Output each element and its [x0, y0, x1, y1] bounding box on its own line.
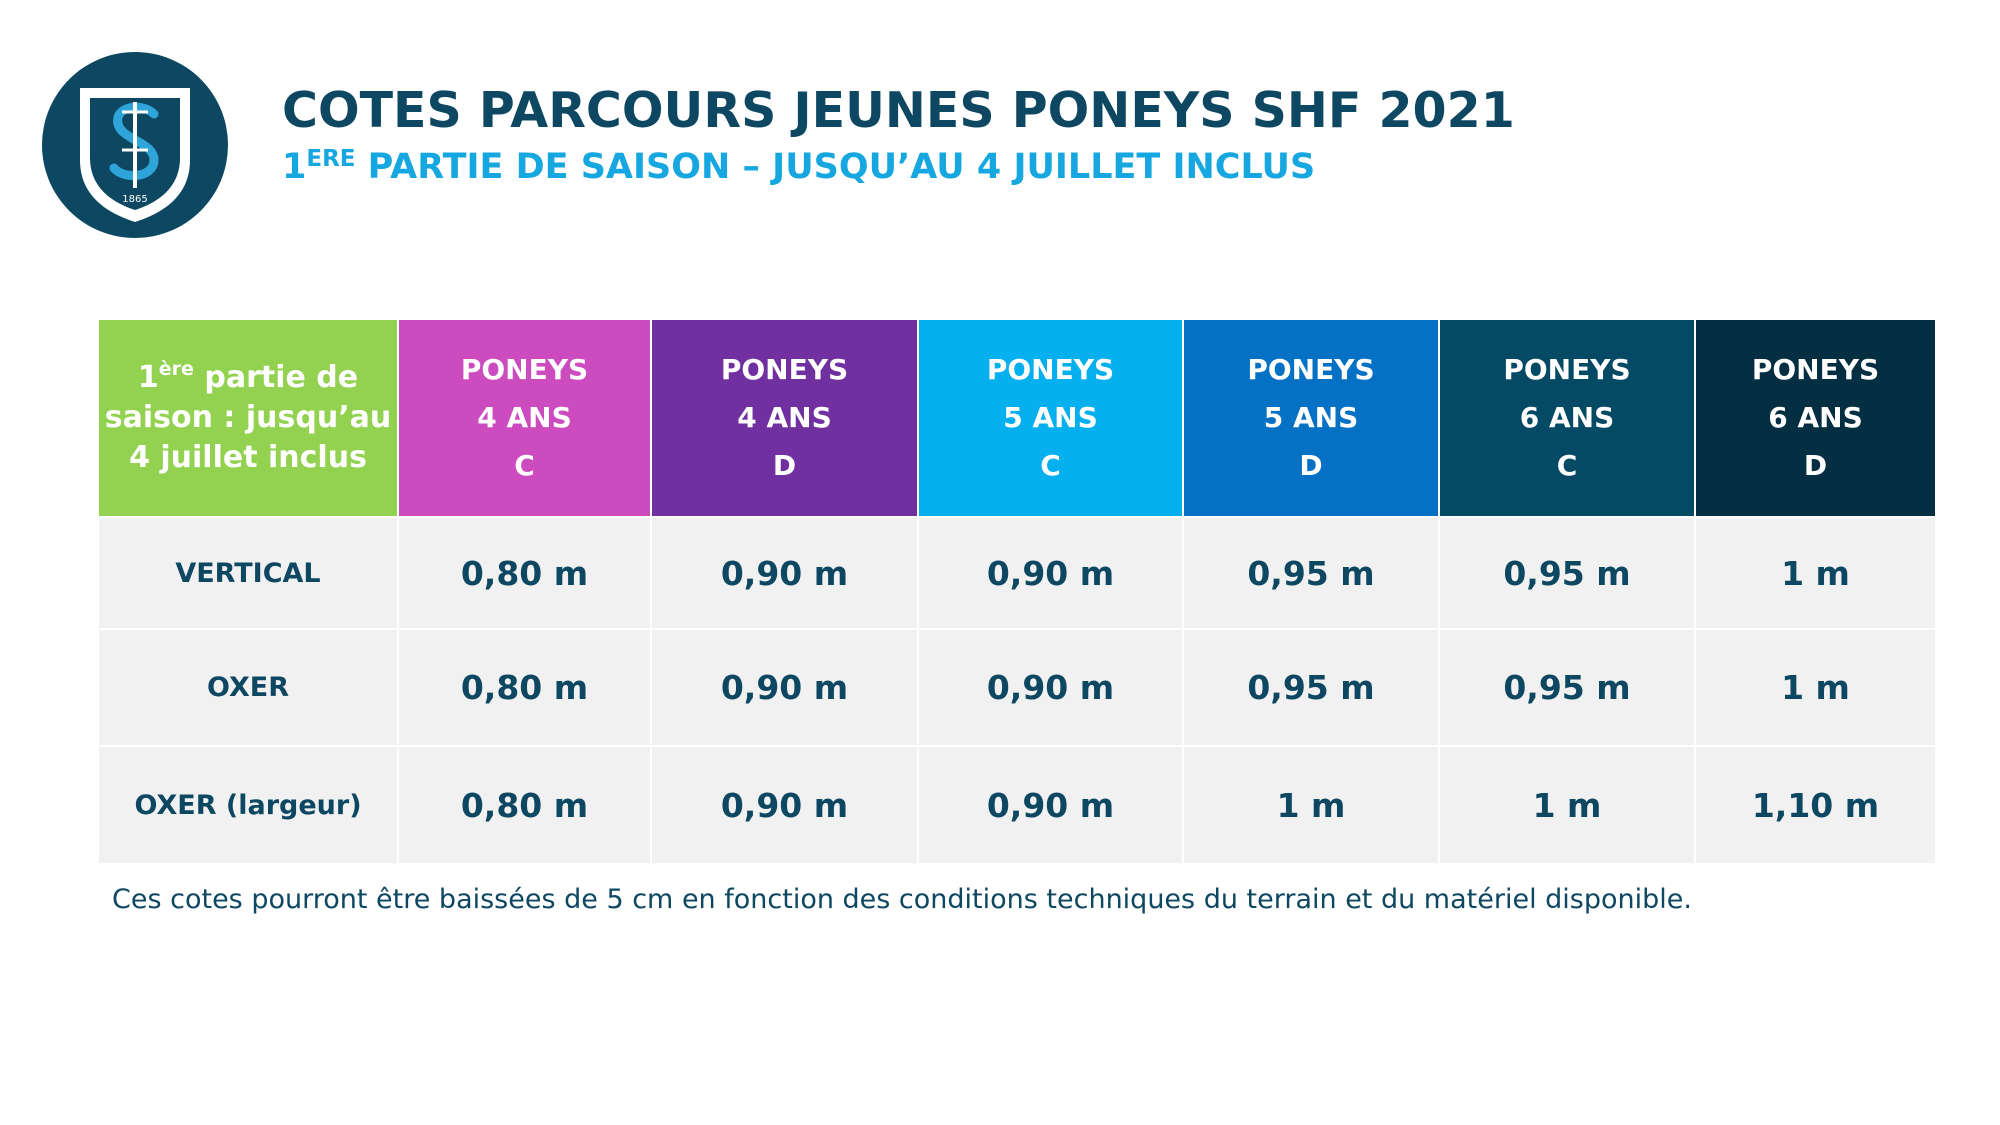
heights-table: 1ère partie de saison : jusqu’au 4 juill…	[97, 318, 1937, 865]
table-cell: 0,80 m	[397, 628, 652, 747]
table-cell: 0,90 m	[917, 628, 1184, 747]
table-cell: 1,10 m	[1694, 745, 1937, 865]
column-header-line1: PONEYS	[1751, 353, 1880, 386]
row-label: OXER (largeur)	[97, 745, 399, 865]
page-subtitle: 1ERE PARTIE DE SAISON – JUSQU’AU 4 JUILL…	[282, 146, 1315, 187]
subtitle-number: 1	[282, 147, 307, 187]
row-label: OXER	[97, 628, 399, 747]
footnote: Ces cotes pourront être baissées de 5 cm…	[112, 884, 1692, 915]
column-header: PONEYS 5 ANS C	[917, 318, 1184, 518]
corner-superscript: ère	[158, 358, 194, 380]
table-cell: 0,95 m	[1438, 516, 1696, 630]
column-header: PONEYS 5 ANS D	[1182, 318, 1440, 518]
table-cell: 1 m	[1694, 628, 1937, 747]
table-cell: 1 m	[1182, 745, 1440, 865]
logo-year: 1865	[122, 194, 147, 205]
table-row: OXER 0,80 m 0,90 m 0,90 m 0,95 m 0,95 m …	[97, 628, 1937, 747]
page-title: COTES PARCOURS JEUNES PONEYS SHF 2021	[282, 82, 1515, 139]
corner-line2: saison : jusqu’au	[104, 400, 392, 435]
corner-number: 1	[137, 360, 159, 395]
corner-line1: partie de	[193, 360, 359, 395]
column-header-line1: PONEYS	[1503, 353, 1631, 386]
shf-logo: 1865	[42, 52, 228, 238]
column-header-line3: C	[1556, 449, 1578, 482]
column-header-line2: 4 ANS	[477, 401, 572, 434]
column-header-line2: 6 ANS	[1519, 401, 1615, 434]
table-cell: 0,95 m	[1438, 628, 1696, 747]
table-cell: 0,90 m	[917, 745, 1184, 865]
column-header-line3: D	[772, 449, 797, 482]
column-header-line1: PONEYS	[460, 353, 589, 386]
table-cell: 0,90 m	[650, 516, 919, 630]
table-cell: 0,90 m	[650, 745, 919, 865]
table-cell: 1 m	[1694, 516, 1937, 630]
subtitle-text: PARTIE DE SAISON – JUSQU’AU 4 JUILLET IN…	[355, 147, 1316, 187]
column-header-line3: C	[1040, 449, 1061, 482]
column-header: PONEYS 4 ANS C	[397, 318, 652, 518]
table-cell: 0,80 m	[397, 516, 652, 630]
subtitle-superscript: ERE	[306, 146, 356, 172]
header-corner-cell: 1ère partie de saison : jusqu’au 4 juill…	[97, 318, 399, 518]
table-row: OXER (largeur) 0,80 m 0,90 m 0,90 m 1 m …	[97, 745, 1937, 865]
table-row: VERTICAL 0,80 m 0,90 m 0,90 m 0,95 m 0,9…	[97, 516, 1937, 630]
table-header-row: 1ère partie de saison : jusqu’au 4 juill…	[97, 318, 1937, 518]
column-header: PONEYS 4 ANS D	[650, 318, 919, 518]
column-header-line2: 5 ANS	[1003, 401, 1098, 434]
corner-line3: 4 juillet inclus	[129, 440, 367, 475]
column-header-line3: C	[514, 449, 535, 482]
column-header-line1: PONEYS	[986, 353, 1115, 386]
column-header-line3: D	[1299, 449, 1323, 482]
column-header: PONEYS 6 ANS C	[1438, 318, 1696, 518]
shield-monogram-icon: 1865	[42, 52, 228, 238]
column-header-line3: D	[1803, 449, 1828, 482]
column-header-line2: 5 ANS	[1263, 401, 1359, 434]
row-label: VERTICAL	[97, 516, 399, 630]
table-cell: 0,95 m	[1182, 628, 1440, 747]
column-header: PONEYS 6 ANS D	[1694, 318, 1937, 518]
column-header-line1: PONEYS	[1247, 353, 1375, 386]
table-cell: 0,90 m	[917, 516, 1184, 630]
column-header-line2: 6 ANS	[1768, 401, 1863, 434]
column-header-line1: PONEYS	[720, 353, 849, 386]
table-cell: 0,95 m	[1182, 516, 1440, 630]
table-cell: 0,90 m	[650, 628, 919, 747]
table-cell: 1 m	[1438, 745, 1696, 865]
column-header-line2: 4 ANS	[737, 401, 832, 434]
table-cell: 0,80 m	[397, 745, 652, 865]
